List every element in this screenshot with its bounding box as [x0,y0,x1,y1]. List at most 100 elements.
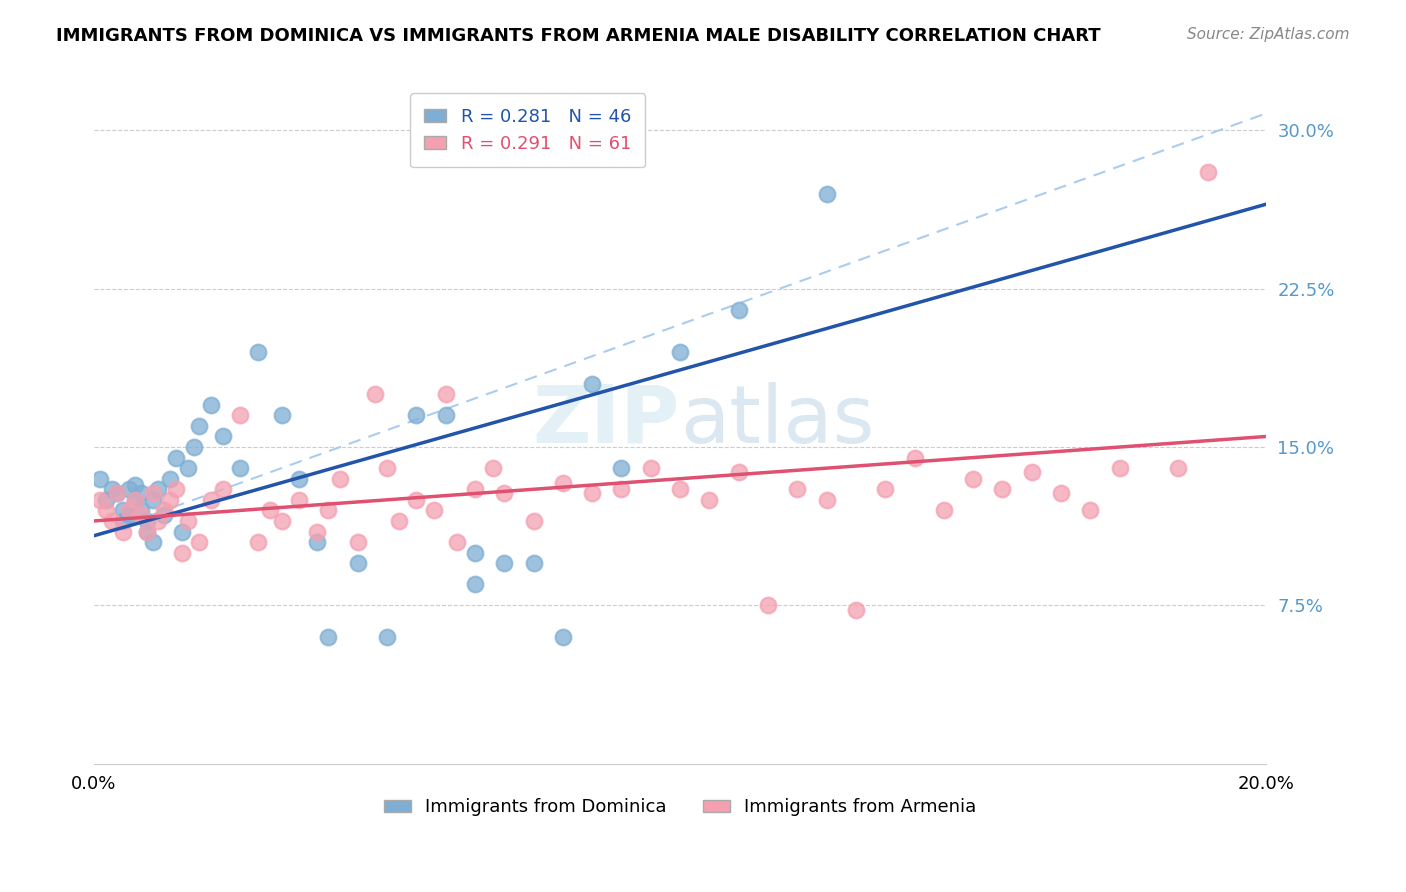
Point [170,546,193,560]
Point [188,535,211,549]
Point [212,483,235,497]
Point [141,486,163,500]
Point [89,472,111,486]
Legend: Immigrants from Dominica, Immigrants from Armenia: Immigrants from Dominica, Immigrants fro… [377,791,984,823]
Point [845,602,868,616]
Point [105,486,128,500]
Point [962,472,984,486]
Point [610,483,633,497]
Point [124,492,146,507]
Point [288,492,311,507]
Point [1167,461,1189,475]
Point [153,503,176,517]
Point [494,486,516,500]
Point [494,556,516,570]
Point [165,483,187,497]
Point [212,429,235,443]
Point [551,475,574,490]
Point [129,503,152,517]
Point [170,524,193,539]
Point [165,450,187,465]
Point [188,418,211,433]
Point [786,483,808,497]
Point [364,387,387,401]
Point [640,461,662,475]
Text: ZIP: ZIP [533,382,681,459]
Point [405,409,427,423]
Point [932,503,955,517]
Point [1050,486,1073,500]
Point [522,556,544,570]
Point [346,535,368,549]
Text: Source: ZipAtlas.com: Source: ZipAtlas.com [1187,27,1350,42]
Point [141,535,163,549]
Point [129,486,152,500]
Point [464,483,486,497]
Point [446,535,468,549]
Point [148,514,170,528]
Point [129,508,152,522]
Point [135,524,157,539]
Point [727,466,749,480]
Point [148,483,170,497]
Point [118,483,141,497]
Point [229,461,252,475]
Point [159,472,181,486]
Point [141,492,163,507]
Point [581,486,603,500]
Point [610,461,633,475]
Point [375,461,398,475]
Point [135,524,157,539]
Text: IMMIGRANTS FROM DOMINICA VS IMMIGRANTS FROM ARMENIA MALE DISABILITY CORRELATION : IMMIGRANTS FROM DOMINICA VS IMMIGRANTS F… [56,27,1101,45]
Point [124,492,146,507]
Point [699,492,721,507]
Point [153,508,176,522]
Point [105,486,128,500]
Text: atlas: atlas [681,382,875,459]
Point [118,503,141,517]
Point [991,483,1014,497]
Point [669,483,692,497]
Point [270,409,292,423]
Point [405,492,427,507]
Point [305,524,328,539]
Point [112,524,135,539]
Point [1080,503,1102,517]
Point [1197,165,1219,179]
Point [318,503,340,517]
Point [100,514,122,528]
Point [177,514,200,528]
Point [1108,461,1130,475]
Point [346,556,368,570]
Point [94,503,117,517]
Point [388,514,411,528]
Point [159,492,181,507]
Point [423,503,446,517]
Point [200,492,222,507]
Point [305,535,328,549]
Point [434,387,457,401]
Point [288,472,311,486]
Point [522,514,544,528]
Point [270,514,292,528]
Point [375,630,398,644]
Point [815,492,838,507]
Point [124,478,146,492]
Point [94,492,117,507]
Point [200,398,222,412]
Point [464,577,486,591]
Point [903,450,925,465]
Point [112,503,135,517]
Point [581,376,603,391]
Point [756,599,779,613]
Point [100,483,122,497]
Point [229,409,252,423]
Point [551,630,574,644]
Point [329,472,352,486]
Point [89,492,111,507]
Point [669,345,692,359]
Point [183,440,205,454]
Point [247,535,270,549]
Point [815,186,838,201]
Point [1021,466,1043,480]
